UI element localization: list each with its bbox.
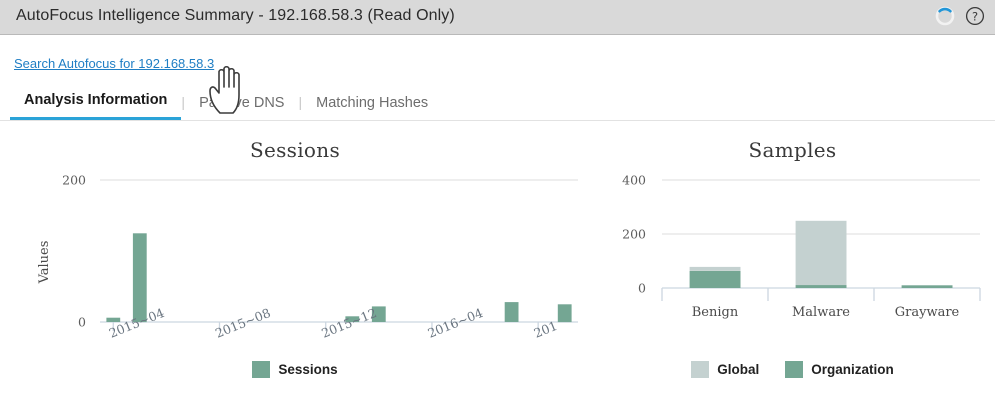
legend-swatch-global (691, 361, 710, 378)
sessions-legend: Sessions (0, 361, 590, 378)
tab-separator-2: | (298, 94, 303, 110)
tab-passive-dns[interactable]: Passive DNS (199, 95, 285, 111)
samples-bar-segment[interactable] (795, 220, 847, 286)
legend-swatch-organization (785, 361, 804, 378)
sessions-bar[interactable] (371, 306, 386, 322)
samples-chart-title: Samples (748, 138, 837, 162)
tab-analysis-information[interactable]: Analysis Information (10, 92, 182, 120)
sessions-xtick-label: 201 (532, 318, 560, 341)
sessions-chart-title: Sessions (249, 138, 341, 162)
samples-ytick-400: 400 (622, 173, 646, 188)
sessions-chart-panel: Sessions 0 200 Values 2015~04 2015~08 2015~12… (0, 126, 590, 407)
svg-text:?: ? (972, 9, 978, 23)
sessions-bar[interactable] (345, 316, 360, 322)
window-title: AutoFocus Intelligence Summary - 192.168… (16, 7, 455, 24)
samples-bar-segment[interactable] (689, 271, 741, 288)
samples-bar-chart[interactable]: 0 200 400 Benign Malware Grayware (590, 162, 995, 357)
legend-label-global: Global (717, 362, 760, 377)
titlebar-icon-group: ? (935, 6, 985, 26)
sessions-xtick-label: 2015~12 (319, 305, 379, 341)
samples-bar-segment[interactable] (901, 285, 953, 288)
samples-category-label: Benign (692, 305, 739, 320)
sessions-bar[interactable] (504, 302, 519, 322)
legend-item-sessions[interactable]: Sessions (252, 361, 338, 378)
window-titlebar: AutoFocus Intelligence Summary - 192.168… (0, 0, 995, 35)
sessions-xtick-label: 2016~04 (425, 305, 485, 341)
samples-legend: Global Organization (590, 361, 995, 378)
legend-item-global[interactable]: Global (691, 361, 759, 378)
samples-ytick-0: 0 (638, 281, 646, 296)
tab-bar-divider (0, 120, 995, 121)
sessions-bar[interactable] (106, 317, 121, 322)
legend-label-sessions: Sessions (278, 362, 338, 377)
help-question-icon[interactable]: ? (965, 6, 985, 26)
sessions-bar[interactable] (132, 233, 147, 323)
sessions-ytick-0: 0 (78, 315, 86, 330)
legend-label-organization: Organization (811, 362, 894, 377)
samples-bar-segment[interactable] (795, 285, 847, 288)
sessions-bar[interactable] (557, 304, 572, 323)
search-autofocus-link[interactable]: Search Autofocus for 192.168.58.3 (14, 56, 215, 71)
sessions-xtick-label: 2015~08 (213, 305, 273, 341)
tab-bar: Analysis Information | Passive DNS | Mat… (10, 88, 442, 120)
samples-category-label: Malware (792, 305, 850, 320)
sessions-y-axis-label: Values (37, 241, 52, 285)
samples-bar-segment[interactable] (689, 266, 741, 271)
samples-chart-panel: Samples 0 200 400 Benign Malware Grayware Glo… (590, 126, 995, 407)
legend-swatch-sessions (252, 361, 271, 378)
legend-item-organization[interactable]: Organization (785, 361, 894, 378)
tab-matching-hashes[interactable]: Matching Hashes (316, 95, 429, 111)
samples-ytick-200: 200 (622, 227, 646, 242)
samples-category-label: Grayware (895, 305, 960, 320)
sessions-ytick-200: 200 (62, 173, 86, 188)
tab-separator-1: | (181, 94, 186, 110)
loading-spinner-icon (935, 6, 955, 26)
